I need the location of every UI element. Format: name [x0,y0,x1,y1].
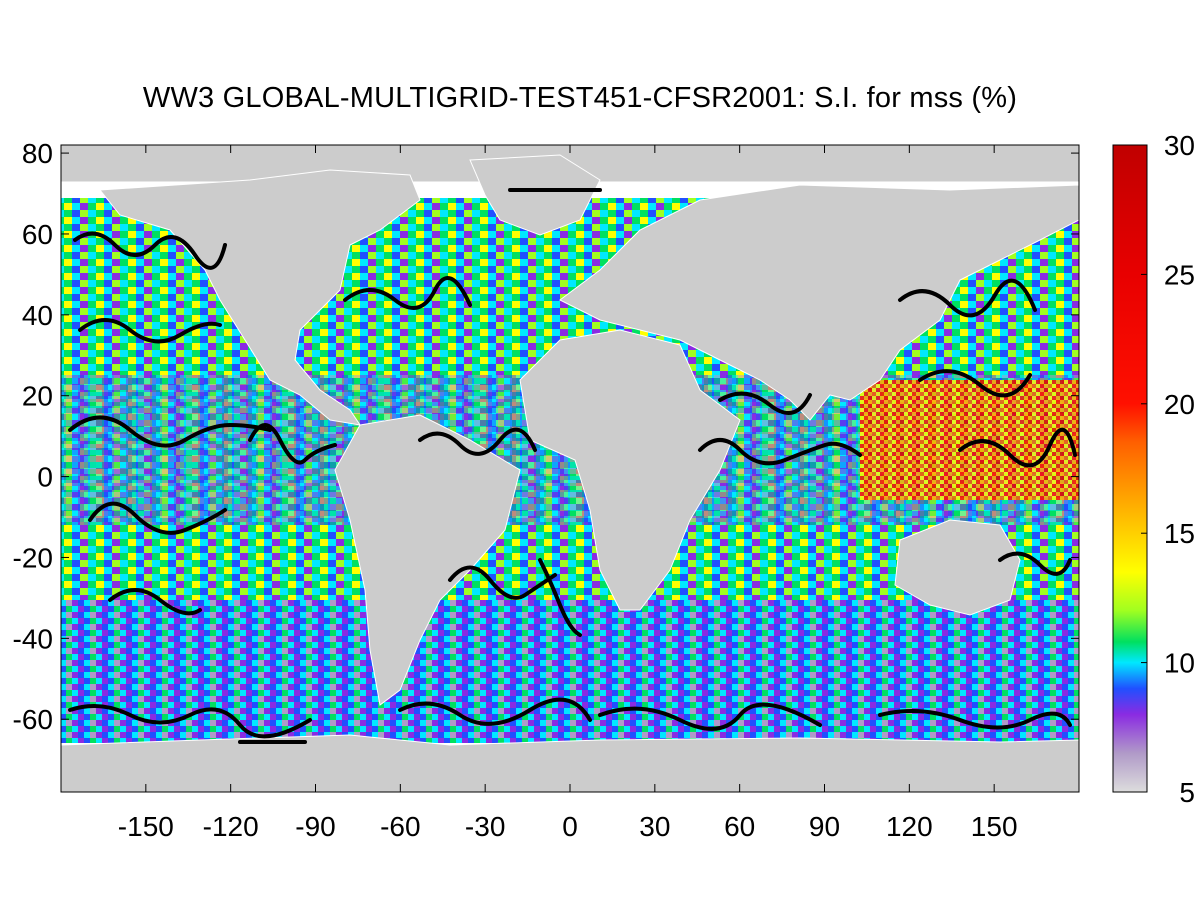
colorbar-tick-label: 20 [1164,389,1195,420]
australia [894,519,1021,616]
x-tick-label: -90 [295,811,335,842]
x-tick-label: 120 [886,811,933,842]
colorbar-tick-label: 30 [1164,130,1195,161]
y-tick-label: 60 [22,219,53,250]
colorbar [1112,144,1148,793]
x-tick-label: 90 [809,811,840,842]
warm-pool-field [860,380,1079,500]
x-tick-label: -60 [380,811,420,842]
africa [519,329,741,611]
colorbar-tick-label: 5 [1179,777,1195,808]
land-masses [61,145,1079,792]
colorbar-tick-label: 25 [1164,259,1195,290]
y-axis: 80 60 40 20 0 -20 -40 -60 [13,138,1079,735]
x-tick-label: -150 [118,811,174,842]
y-tick-label: -60 [13,704,53,735]
contour-lines [68,188,1077,744]
x-tick-label: 150 [971,811,1018,842]
x-tick-label: -120 [203,811,259,842]
colorbar-axis: 30 25 20 15 10 5 [1141,130,1195,808]
map-area [61,145,1079,792]
x-tick-label: 60 [724,811,755,842]
y-tick-label: -20 [13,542,53,573]
colorbar-tick-label: 10 [1164,648,1195,679]
antarctica [61,734,1079,792]
x-tick-label: -30 [465,811,505,842]
greenland [469,154,601,236]
x-tick-label: 30 [639,811,670,842]
chart-title: WW3 GLOBAL-MULTIGRID-TEST451-CFSR2001: S… [142,82,1018,114]
x-axis: -150 -120 -90 -60 -30 0 30 60 90 120 150 [118,145,1018,842]
x-tick-label: 0 [562,811,578,842]
y-tick-label: 40 [22,300,53,331]
y-tick-label: 80 [22,138,53,169]
y-tick-label: 0 [37,462,53,493]
y-tick-label: -40 [13,623,53,654]
north-america [99,169,421,426]
colorbar-tick-label: 15 [1164,518,1195,549]
eurasia [559,184,1079,421]
y-tick-label: 20 [22,381,53,412]
